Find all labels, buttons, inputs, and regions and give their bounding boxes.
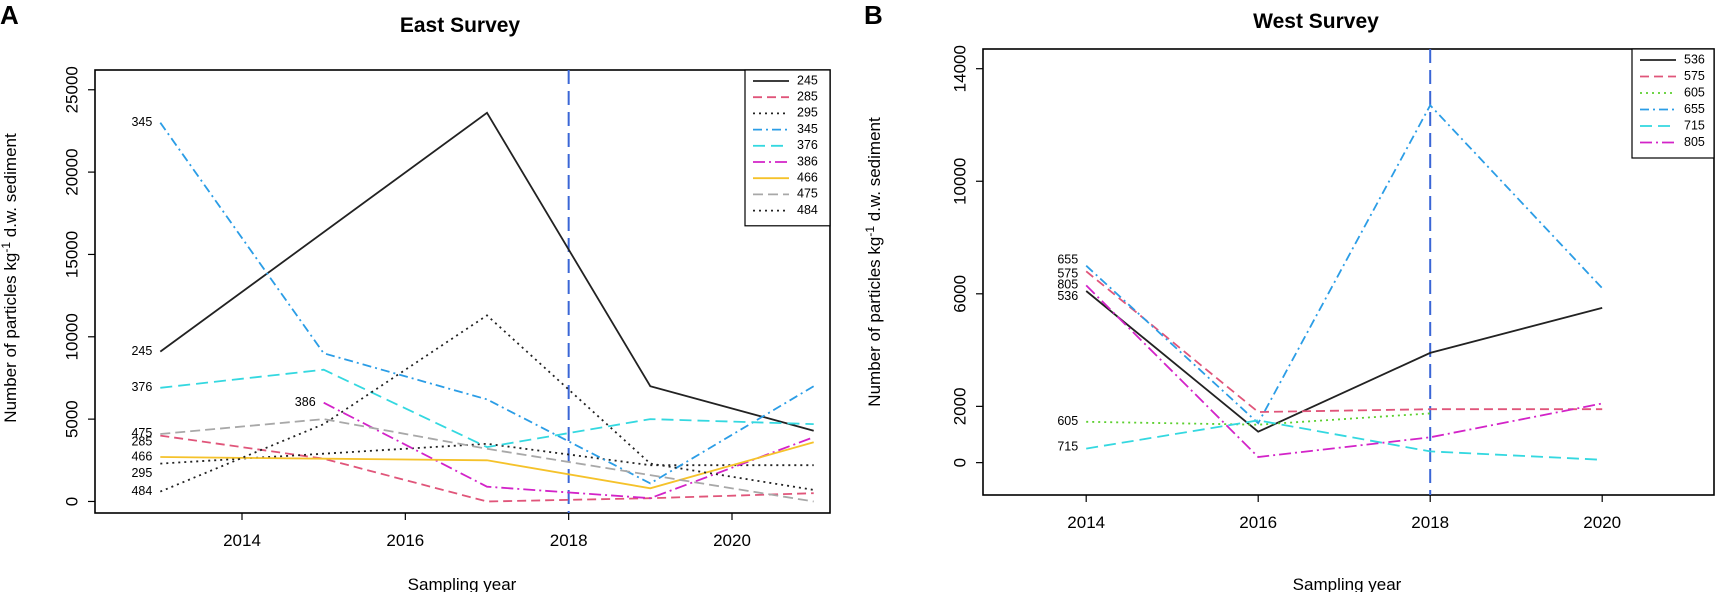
series-line-484 bbox=[159, 314, 814, 493]
line-label: 575 bbox=[1057, 266, 1078, 280]
line-label: 285 bbox=[131, 434, 152, 448]
legend-label: 715 bbox=[1684, 118, 1705, 132]
plot-frame-a bbox=[94, 69, 831, 514]
x-axis-label-a: Sampling year bbox=[408, 575, 517, 592]
chart-title-a: East Survey bbox=[400, 14, 521, 37]
y-axis-label-a: Number of particles kg-1 d.w. sediment bbox=[0, 133, 20, 423]
line-label: 376 bbox=[131, 380, 152, 394]
line-label: 655 bbox=[1057, 252, 1078, 266]
legend-label: 575 bbox=[1684, 69, 1705, 83]
line-label: 715 bbox=[1057, 439, 1078, 453]
x-tick-label: 2020 bbox=[713, 531, 751, 550]
legend-label: 295 bbox=[797, 106, 818, 120]
panel-label-b: B bbox=[864, 0, 883, 30]
y-tick-label: 0 bbox=[950, 458, 969, 467]
series-line-805 bbox=[1085, 284, 1603, 458]
series-line-245 bbox=[159, 111, 814, 432]
chart-title-b: West Survey bbox=[1253, 10, 1379, 33]
legend-label: 805 bbox=[1684, 135, 1705, 149]
legend-label: 475 bbox=[797, 187, 818, 201]
y-tick-label: 0 bbox=[62, 497, 81, 506]
line-label: 536 bbox=[1057, 289, 1078, 303]
chart-b: 2014 2016 2018 2020020006000100001400065557… bbox=[950, 45, 1715, 532]
y-tick-label: 6000 bbox=[950, 275, 969, 313]
y-tick-label: 15000 bbox=[62, 231, 81, 278]
series-line-715 bbox=[1086, 419, 1603, 461]
y-tick-label: 10000 bbox=[62, 313, 81, 360]
legend-label: 386 bbox=[797, 154, 818, 168]
plot-frame-b bbox=[982, 48, 1715, 496]
legend-label: 605 bbox=[1684, 85, 1705, 99]
series-line-475 bbox=[160, 418, 814, 503]
legend-label: 655 bbox=[1684, 102, 1705, 116]
panel-label-a: A bbox=[0, 0, 19, 30]
legend-label: 245 bbox=[797, 73, 818, 87]
line-label: 466 bbox=[131, 449, 152, 463]
series-line-575 bbox=[1085, 270, 1603, 413]
line-label: 475 bbox=[131, 426, 152, 440]
series-line-376 bbox=[160, 368, 814, 449]
line-label: 245 bbox=[131, 344, 152, 358]
legend-label: 466 bbox=[797, 170, 818, 184]
line-label: 345 bbox=[131, 115, 152, 129]
y-tick-label: 10000 bbox=[950, 158, 969, 205]
x-tick-label: 2014 bbox=[1067, 513, 1105, 532]
y-tick-label: 5000 bbox=[62, 400, 81, 438]
x-tick-label: 2016 bbox=[1239, 513, 1277, 532]
y-axis-label-b: Number of particles kg-1 d.w. sediment bbox=[863, 117, 884, 407]
x-tick-label: 2018 bbox=[1411, 513, 1449, 532]
y-tick-label: 20000 bbox=[62, 148, 81, 195]
series-line-285 bbox=[160, 434, 814, 503]
chart-a: 2014 2016 2018 2020 0 5000 10000 15000 20000 2500… bbox=[62, 66, 831, 550]
legend-box bbox=[1631, 48, 1715, 159]
legend-box bbox=[744, 69, 831, 227]
series-line-386 bbox=[323, 401, 815, 500]
x-axis-label-b: Sampling year bbox=[1293, 575, 1402, 592]
line-label: 295 bbox=[131, 466, 152, 480]
x-tick-label: 2016 bbox=[386, 531, 424, 550]
x-tick-label: 2014 bbox=[223, 531, 261, 550]
line-label: 386 bbox=[295, 395, 316, 409]
y-tick-label: 14000 bbox=[950, 45, 969, 92]
line-label: 805 bbox=[1057, 278, 1078, 292]
legend-label: 536 bbox=[1684, 52, 1705, 66]
series-line-655 bbox=[1085, 103, 1603, 425]
legend-label: 484 bbox=[797, 203, 818, 217]
line-label: 605 bbox=[1057, 414, 1078, 428]
legend-label: 345 bbox=[797, 122, 818, 136]
legend-label: 376 bbox=[797, 138, 818, 152]
series-line-536 bbox=[1085, 290, 1603, 433]
y-tick-label: 2000 bbox=[950, 387, 969, 425]
y-tick-label: 25000 bbox=[62, 66, 81, 113]
series-line-345 bbox=[159, 122, 815, 485]
line-label: 484 bbox=[131, 484, 152, 498]
x-tick-label: 2020 bbox=[1583, 513, 1621, 532]
legend-label: 285 bbox=[797, 89, 818, 103]
x-tick-label: 2018 bbox=[550, 531, 588, 550]
series-line-295 bbox=[160, 442, 814, 467]
